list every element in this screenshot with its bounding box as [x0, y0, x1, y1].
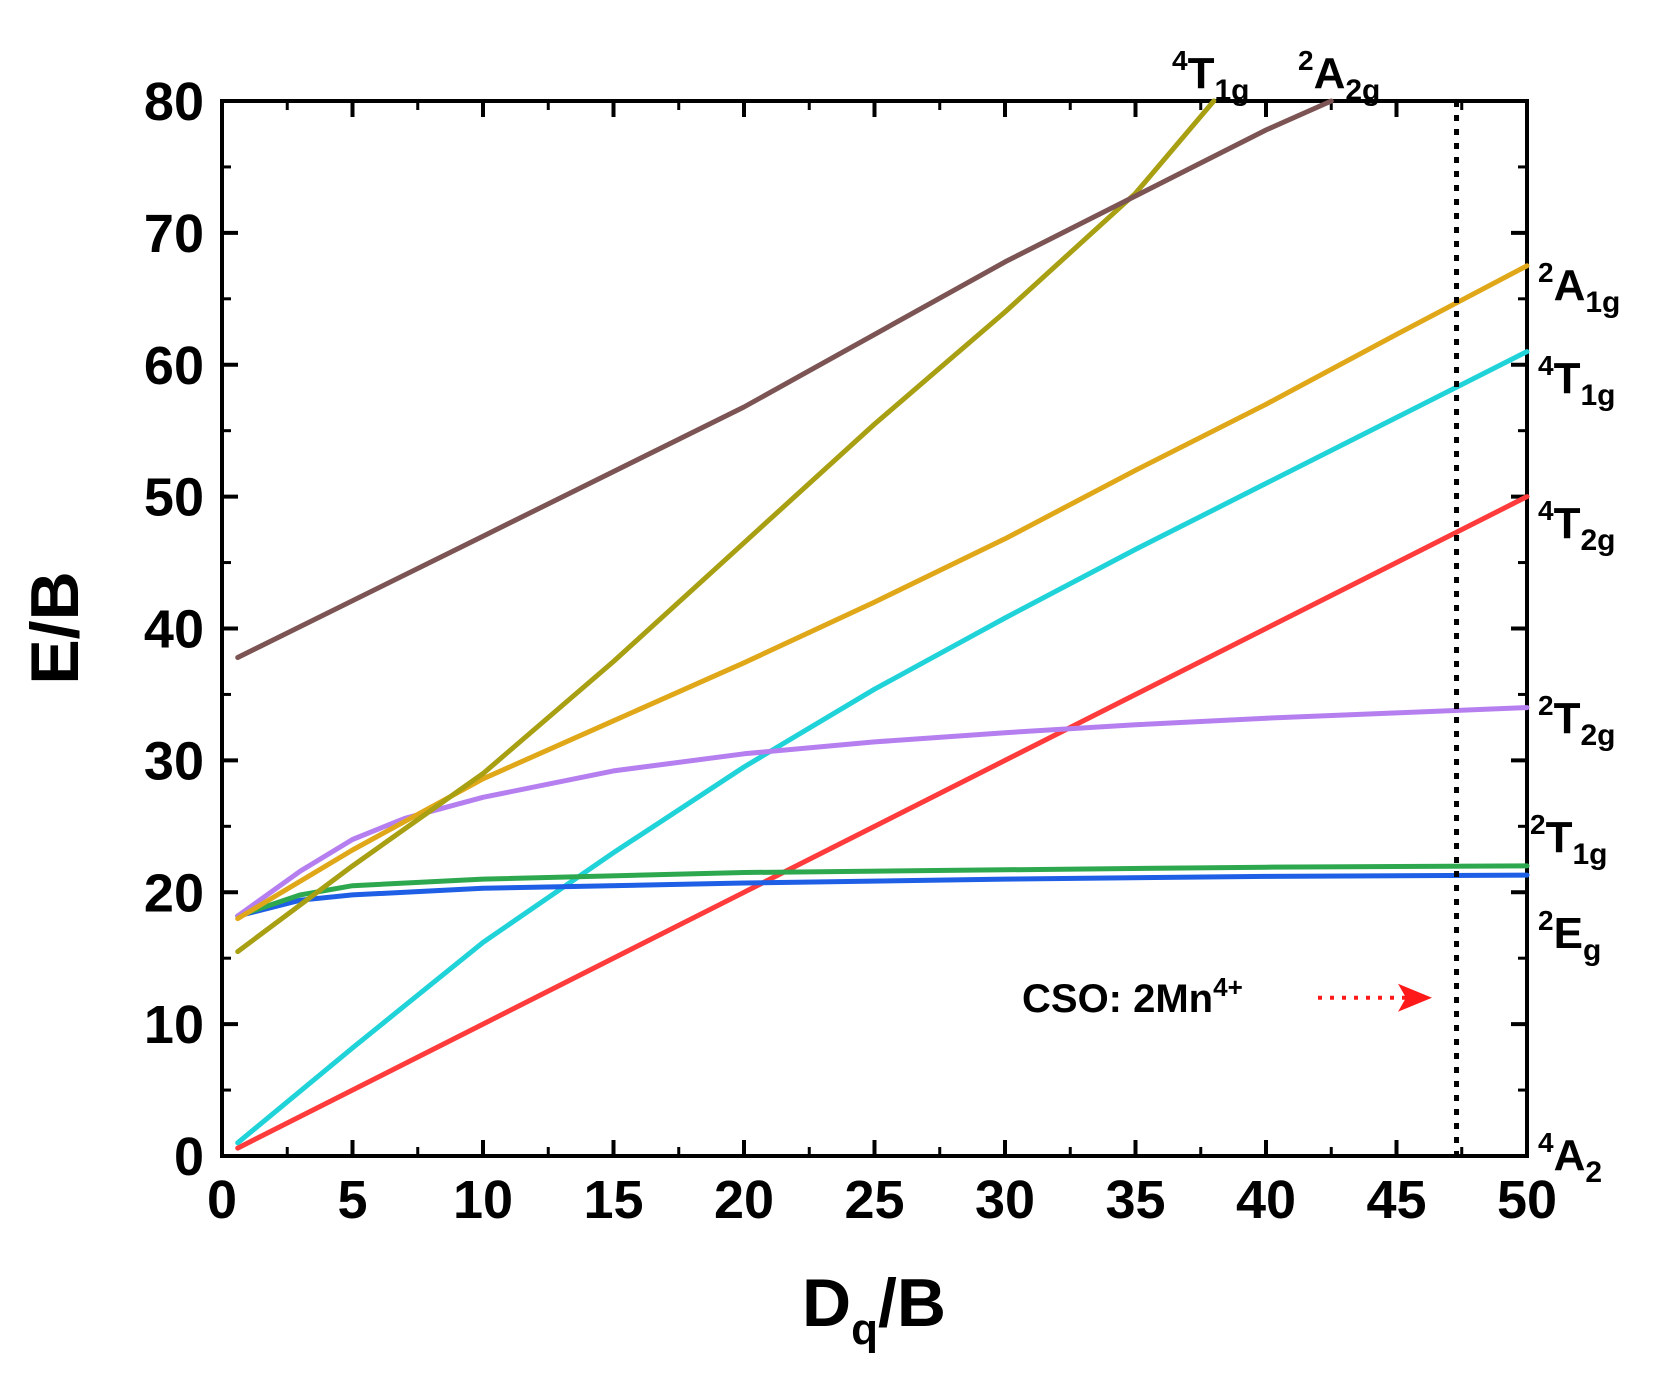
state-label-4t1g-upper-: 4T1g [1172, 45, 1249, 107]
state-label-2eg: 2Eg [1538, 905, 1601, 967]
curves [235, 98, 1530, 1151]
ticks: 0 5 10 15 20 25 30 35 40 45 50 0 10 20 30 40 50 60 70 80 [144, 72, 1557, 1230]
y-axis-title: E/B [17, 571, 93, 684]
x-tick-label: 40 [1236, 1170, 1296, 1230]
x-tick-label: 30 [975, 1170, 1035, 1230]
cso-annotation-text: CSO: 2Mn4+ [1022, 972, 1243, 1021]
y-tick-label: 70 [144, 204, 204, 264]
x-axis-title: Dq/B [802, 1265, 946, 1354]
y-tick-label: 20 [144, 863, 204, 923]
x-tick-label: 20 [714, 1170, 774, 1230]
state-label-2a1g: 2A1g [1538, 257, 1620, 319]
y-tick-label: 0 [174, 1127, 204, 1187]
x-tick-label: 45 [1366, 1170, 1426, 1230]
series-4t1g-lower- [235, 349, 1530, 1146]
series-4t1g-upper- [235, 98, 1217, 955]
state-label-2t2g: 2T2g [1538, 690, 1615, 752]
y-tick-label: 80 [144, 72, 204, 132]
y-tick-label: 40 [144, 600, 204, 660]
x-tick-label: 0 [207, 1170, 237, 1230]
state-label-4t2g: 4T2g [1538, 495, 1615, 557]
arrow-head-icon [1398, 983, 1432, 1012]
series-2t2g [235, 705, 1530, 919]
annotation: CSO: 2Mn4+ [1022, 972, 1432, 1021]
x-tick-label: 5 [337, 1170, 367, 1230]
x-tick-label: 50 [1497, 1170, 1557, 1230]
series-2a2g [235, 98, 1334, 660]
y-tick-label: 30 [144, 731, 204, 791]
y-tick-label: 60 [144, 336, 204, 396]
x-tick-label: 35 [1105, 1170, 1165, 1230]
state-label-4t1g-lower-: 4T1g [1538, 350, 1615, 412]
state-label-2a2g: 2A2g [1298, 45, 1380, 107]
state-labels: 4A2 4T2g 4T1g 2Eg 2T1g 2T2g 2A1g 4T1g 2A2g [1172, 45, 1620, 1189]
series-2t1g [235, 863, 1530, 919]
x-tick-label: 25 [844, 1170, 904, 1230]
state-label-4a2: 4A2 [1538, 1127, 1602, 1189]
series-4t2g [235, 494, 1530, 1151]
state-label-2t1g: 2T1g [1530, 809, 1607, 871]
y-tick-label: 10 [144, 995, 204, 1055]
x-tick-label: 10 [453, 1170, 513, 1230]
x-tick-label: 15 [583, 1170, 643, 1230]
y-tick-label: 50 [144, 468, 204, 528]
